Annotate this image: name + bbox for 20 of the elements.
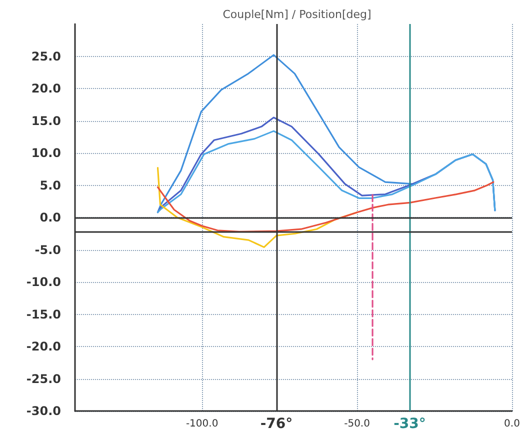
y-tick-label: -10.0 xyxy=(26,275,61,289)
x-tick-label: -100.0 xyxy=(186,418,218,430)
y-tick-label: -30.0 xyxy=(26,404,61,418)
y-tick-label: -25.0 xyxy=(26,372,61,386)
line-series xyxy=(156,167,358,248)
line-series xyxy=(156,181,494,232)
y-tick-label: 5.0 xyxy=(40,178,61,192)
x-tick-label: -50.0 xyxy=(344,418,370,430)
ref-line-label: -76° xyxy=(260,416,293,432)
y-tick-label: -20.0 xyxy=(26,340,61,354)
ref-line-label: -33° xyxy=(394,416,426,432)
y-tick-label: 25.0 xyxy=(31,49,61,64)
y-tick-label: 0.0 xyxy=(40,210,61,224)
chart-title: Couple[Nm] / Position[deg] xyxy=(222,8,372,21)
x-tick-label: 0.0 xyxy=(504,418,520,430)
y-tick-label: 15.0 xyxy=(31,114,61,128)
y-tick-label: 10.0 xyxy=(31,146,61,160)
y-tick-label: -15.0 xyxy=(26,307,61,322)
y-tick-label: 20.0 xyxy=(31,82,61,96)
y-tick-label: -5.0 xyxy=(34,242,61,257)
